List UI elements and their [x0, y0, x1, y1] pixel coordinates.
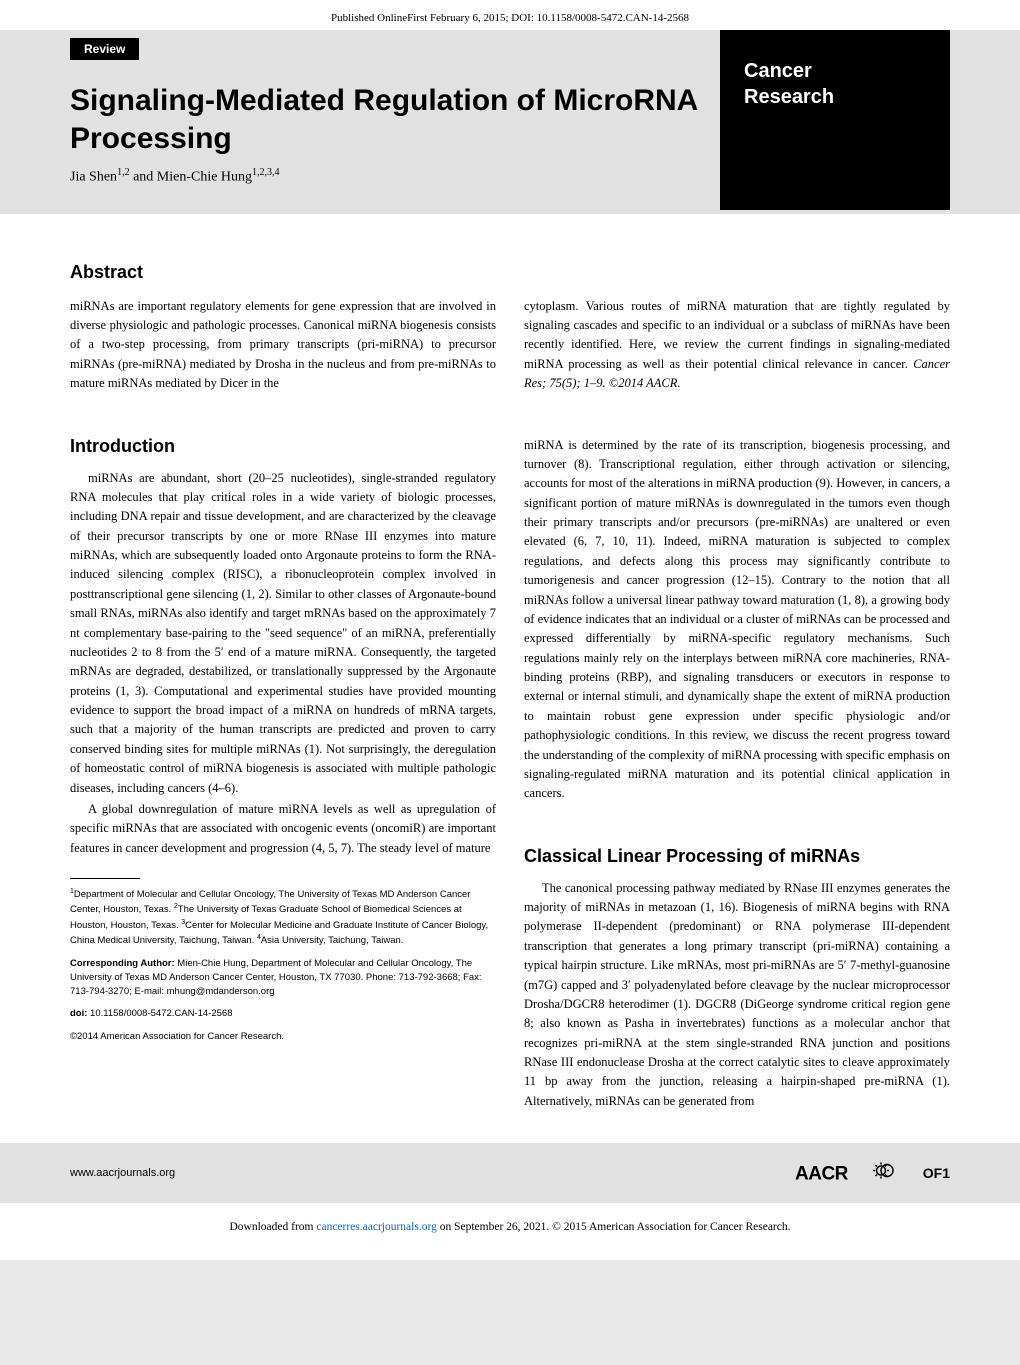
aacr-logo-block: AACR OF1	[795, 1157, 950, 1189]
body-column-left: Introduction miRNAs are abundant, short …	[70, 436, 496, 1114]
abstract-columns: miRNAs are important regulatory elements…	[70, 297, 950, 394]
journal-line-2: Research	[744, 84, 926, 110]
body-columns: Introduction miRNAs are abundant, short …	[70, 436, 950, 1114]
classical-heading: Classical Linear Processing of miRNAs	[524, 846, 950, 867]
abstract-left: miRNAs are important regulatory elements…	[70, 297, 496, 394]
download-suffix: on September 26, 2021. © 2015 American A…	[437, 1221, 791, 1233]
intro-continuation: miRNA is determined by the rate of its t…	[524, 436, 950, 804]
intro-paragraph-2: A global downregulation of mature miRNA …	[70, 800, 496, 858]
download-note: Downloaded from cancerres.aacrjournals.o…	[0, 1203, 1020, 1260]
classical-paragraph-1: The canonical processing pathway mediate…	[524, 879, 950, 1112]
svg-text:AACR: AACR	[795, 1164, 849, 1185]
download-link[interactable]: cancerres.aacrjournals.org	[316, 1221, 436, 1233]
journal-name-box: Cancer Research	[720, 30, 950, 210]
doi: doi: 10.1158/0008-5472.CAN-14-2568	[70, 1007, 496, 1021]
footer-url: www.aacrjournals.org	[70, 1167, 175, 1179]
introduction-heading: Introduction	[70, 436, 496, 457]
article-title: Signaling-Mediated Regulation of MicroRN…	[70, 82, 710, 157]
corresponding-author: Corresponding Author: Mien-Chie Hung, De…	[70, 957, 496, 1000]
footnotes-block: 1Department of Molecular and Cellular On…	[70, 887, 496, 1044]
download-prefix: Downloaded from	[229, 1221, 316, 1233]
review-tag: Review	[70, 38, 139, 60]
body-column-right: miRNA is determined by the rate of its t…	[524, 436, 950, 1114]
abstract-right: cytoplasm. Various routes of miRNA matur…	[524, 297, 950, 394]
affiliations: 1Department of Molecular and Cellular On…	[70, 887, 496, 949]
page-number: OF1	[923, 1165, 950, 1181]
journal-line-1: Cancer	[744, 58, 926, 84]
footnote-rule	[70, 878, 140, 879]
intro-paragraph-1: miRNAs are abundant, short (20–25 nucleo…	[70, 469, 496, 798]
footer-band: www.aacrjournals.org AACR OF1	[0, 1143, 1020, 1203]
header-band: Review Cancer Research Signaling-Mediate…	[0, 30, 1020, 214]
publication-meta: Published OnlineFirst February 6, 2015; …	[0, 0, 1020, 30]
copyright: ©2014 American Association for Cancer Re…	[70, 1030, 496, 1044]
abstract-heading: Abstract	[70, 262, 950, 283]
aacr-logo-icon: AACR	[795, 1157, 905, 1189]
